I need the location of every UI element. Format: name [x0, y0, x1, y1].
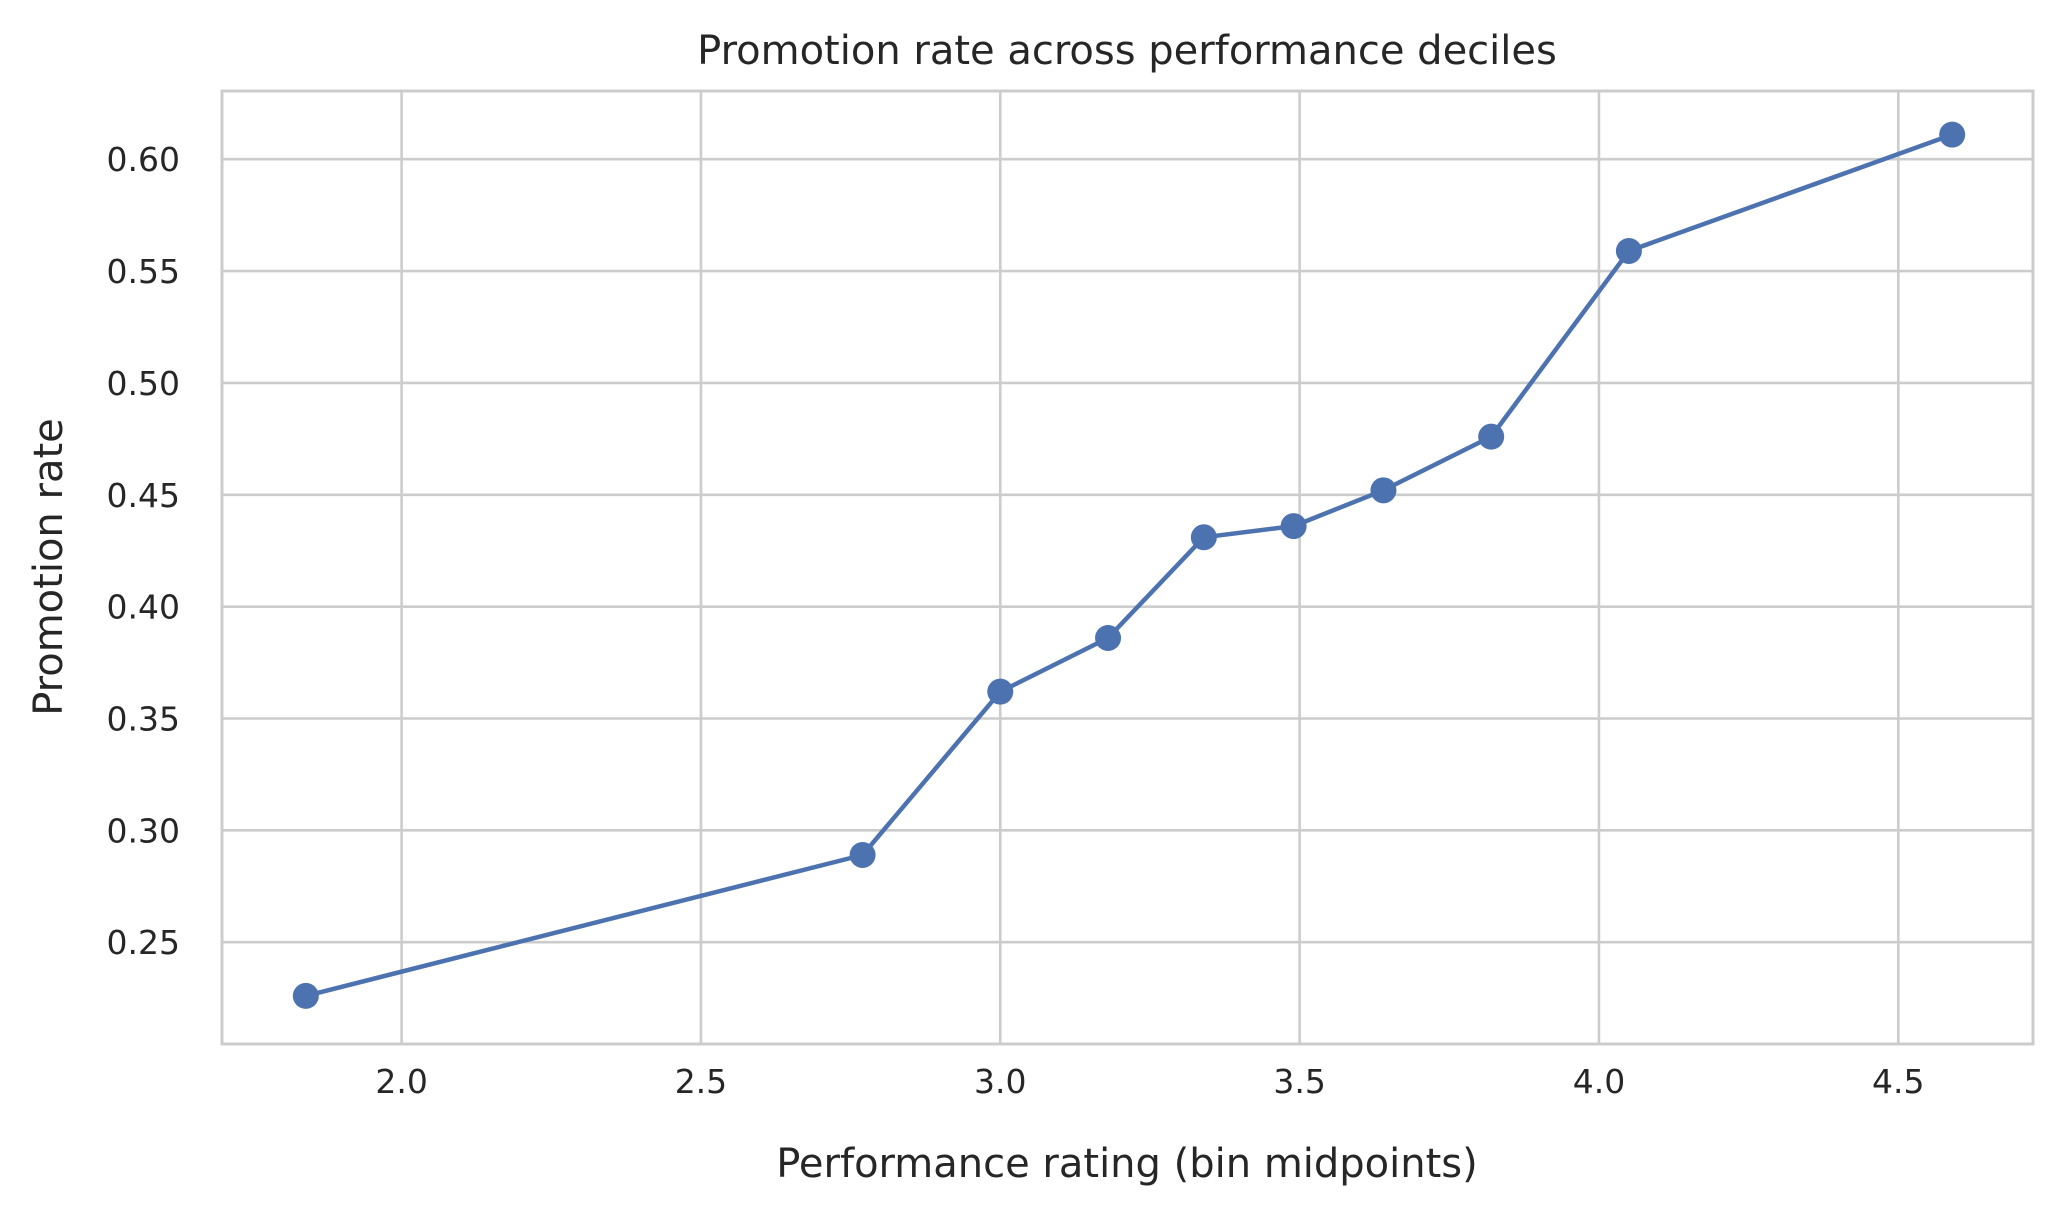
y-tick-label: 0.35	[107, 700, 180, 739]
series-layer	[292, 121, 1966, 1009]
x-gridlines	[400, 91, 1900, 1044]
plot-frame	[220, 89, 2035, 1046]
y-tick-label: 0.60	[107, 140, 180, 179]
y-tick-label: 0.55	[107, 252, 180, 291]
x-tick-label: 2.0	[375, 1062, 427, 1101]
data-point	[1939, 121, 1966, 148]
data-point	[292, 982, 319, 1009]
data-point	[1615, 237, 1642, 264]
x-tick-label: 3.5	[1273, 1062, 1325, 1101]
x-axis-label: Performance rating (bin midpoints)	[776, 1141, 1478, 1187]
x-tick-label: 2.5	[675, 1062, 727, 1101]
data-point	[1280, 513, 1307, 540]
y-tick-label: 0.40	[107, 588, 180, 627]
data-point	[1370, 477, 1397, 504]
data-point	[849, 841, 876, 868]
data-point	[1095, 624, 1122, 651]
y-gridlines	[222, 157, 2033, 944]
x-tick-labels: 2.0 2.5 3.0 3.5 4.0 4.5	[375, 1062, 1924, 1101]
y-tick-label: 0.50	[107, 364, 180, 403]
x-tick-label: 4.0	[1573, 1062, 1625, 1101]
data-point	[1478, 423, 1505, 450]
x-tick-label: 4.5	[1872, 1062, 1924, 1101]
y-tick-label: 0.25	[107, 923, 180, 962]
y-axis-label: Promotion rate	[26, 418, 72, 715]
y-tick-label: 0.45	[107, 476, 180, 515]
data-point	[987, 678, 1014, 705]
series-line	[305, 132, 1953, 999]
y-tick-labels: 0.25 0.30 0.35 0.40 0.45 0.50 0.55 0.60	[107, 140, 180, 962]
chart-title: Promotion rate across performance decile…	[697, 28, 1557, 74]
x-tick-label: 3.0	[974, 1062, 1026, 1101]
data-point	[1190, 524, 1217, 551]
y-tick-label: 0.30	[107, 811, 180, 850]
